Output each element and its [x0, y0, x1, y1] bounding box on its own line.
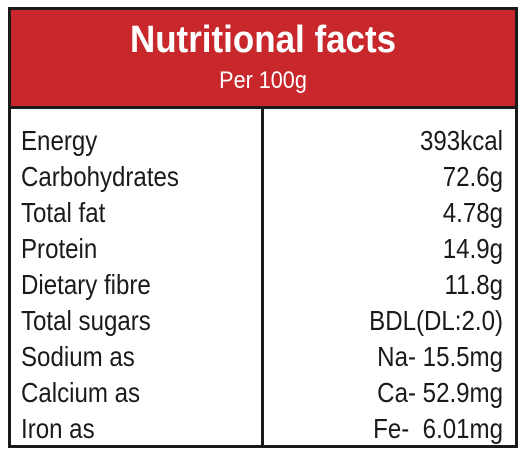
nutrient-name: Total sugars [21, 305, 151, 336]
nutrient-row-iron: Iron as Fe- 6.01mg [11, 411, 515, 447]
nutrient-value: 11.8g [444, 269, 503, 300]
nutrient-row-calcium: Calcium as Ca- 52.9mg [11, 375, 515, 411]
nutrient-name: Calcium as [21, 377, 141, 408]
nutrition-rows: Energy 393kcal Carbohydrates 72.6g Total… [11, 123, 515, 447]
column-divider [261, 109, 264, 445]
nutrient-name: Carbohydrates [21, 161, 179, 192]
nutrient-value: Na- 15.5mg [377, 341, 503, 372]
page-title: Nutritional facts [129, 19, 397, 61]
nutrient-value: Ca- 52.9mg [377, 377, 503, 408]
nutrient-name: Sodium as [21, 341, 135, 372]
nutrient-name: Energy [21, 125, 98, 156]
nutrient-row-dietary-fibre: Dietary fibre 11.8g [11, 267, 515, 303]
nutrient-row-energy: Energy 393kcal [11, 123, 515, 159]
nutrient-value: 4.78g [442, 197, 503, 228]
nutrient-row-protein: Protein 14.9g [11, 231, 515, 267]
nutrient-name: Total fat [21, 197, 106, 228]
nutrient-value: 14.9g [442, 233, 503, 264]
nutrient-value: 72.6g [442, 161, 503, 192]
nutrient-row-total-sugars: Total sugars BDL(DL:2.0) [11, 303, 515, 339]
nutrient-name: Iron as [21, 413, 95, 444]
nutrient-row-carbohydrates: Carbohydrates 72.6g [11, 159, 515, 195]
nutrition-table: Energy 393kcal Carbohydrates 72.6g Total… [11, 109, 515, 445]
nutrient-value: Fe- 6.01mg [373, 413, 503, 444]
serving-size-label: Per 100g [219, 67, 307, 94]
nutrition-facts-panel: Nutritional facts Per 100g Energy 393kca… [8, 7, 518, 448]
nutrient-name: Protein [21, 233, 98, 264]
nutrient-value: 393kcal [419, 125, 503, 156]
nutrient-row-sodium: Sodium as Na- 15.5mg [11, 339, 515, 375]
nutrient-row-total-fat: Total fat 4.78g [11, 195, 515, 231]
nutrient-value: BDL(DL:2.0) [369, 305, 503, 336]
nutrient-name: Dietary fibre [21, 269, 151, 300]
nutrition-header: Nutritional facts Per 100g [11, 10, 515, 109]
